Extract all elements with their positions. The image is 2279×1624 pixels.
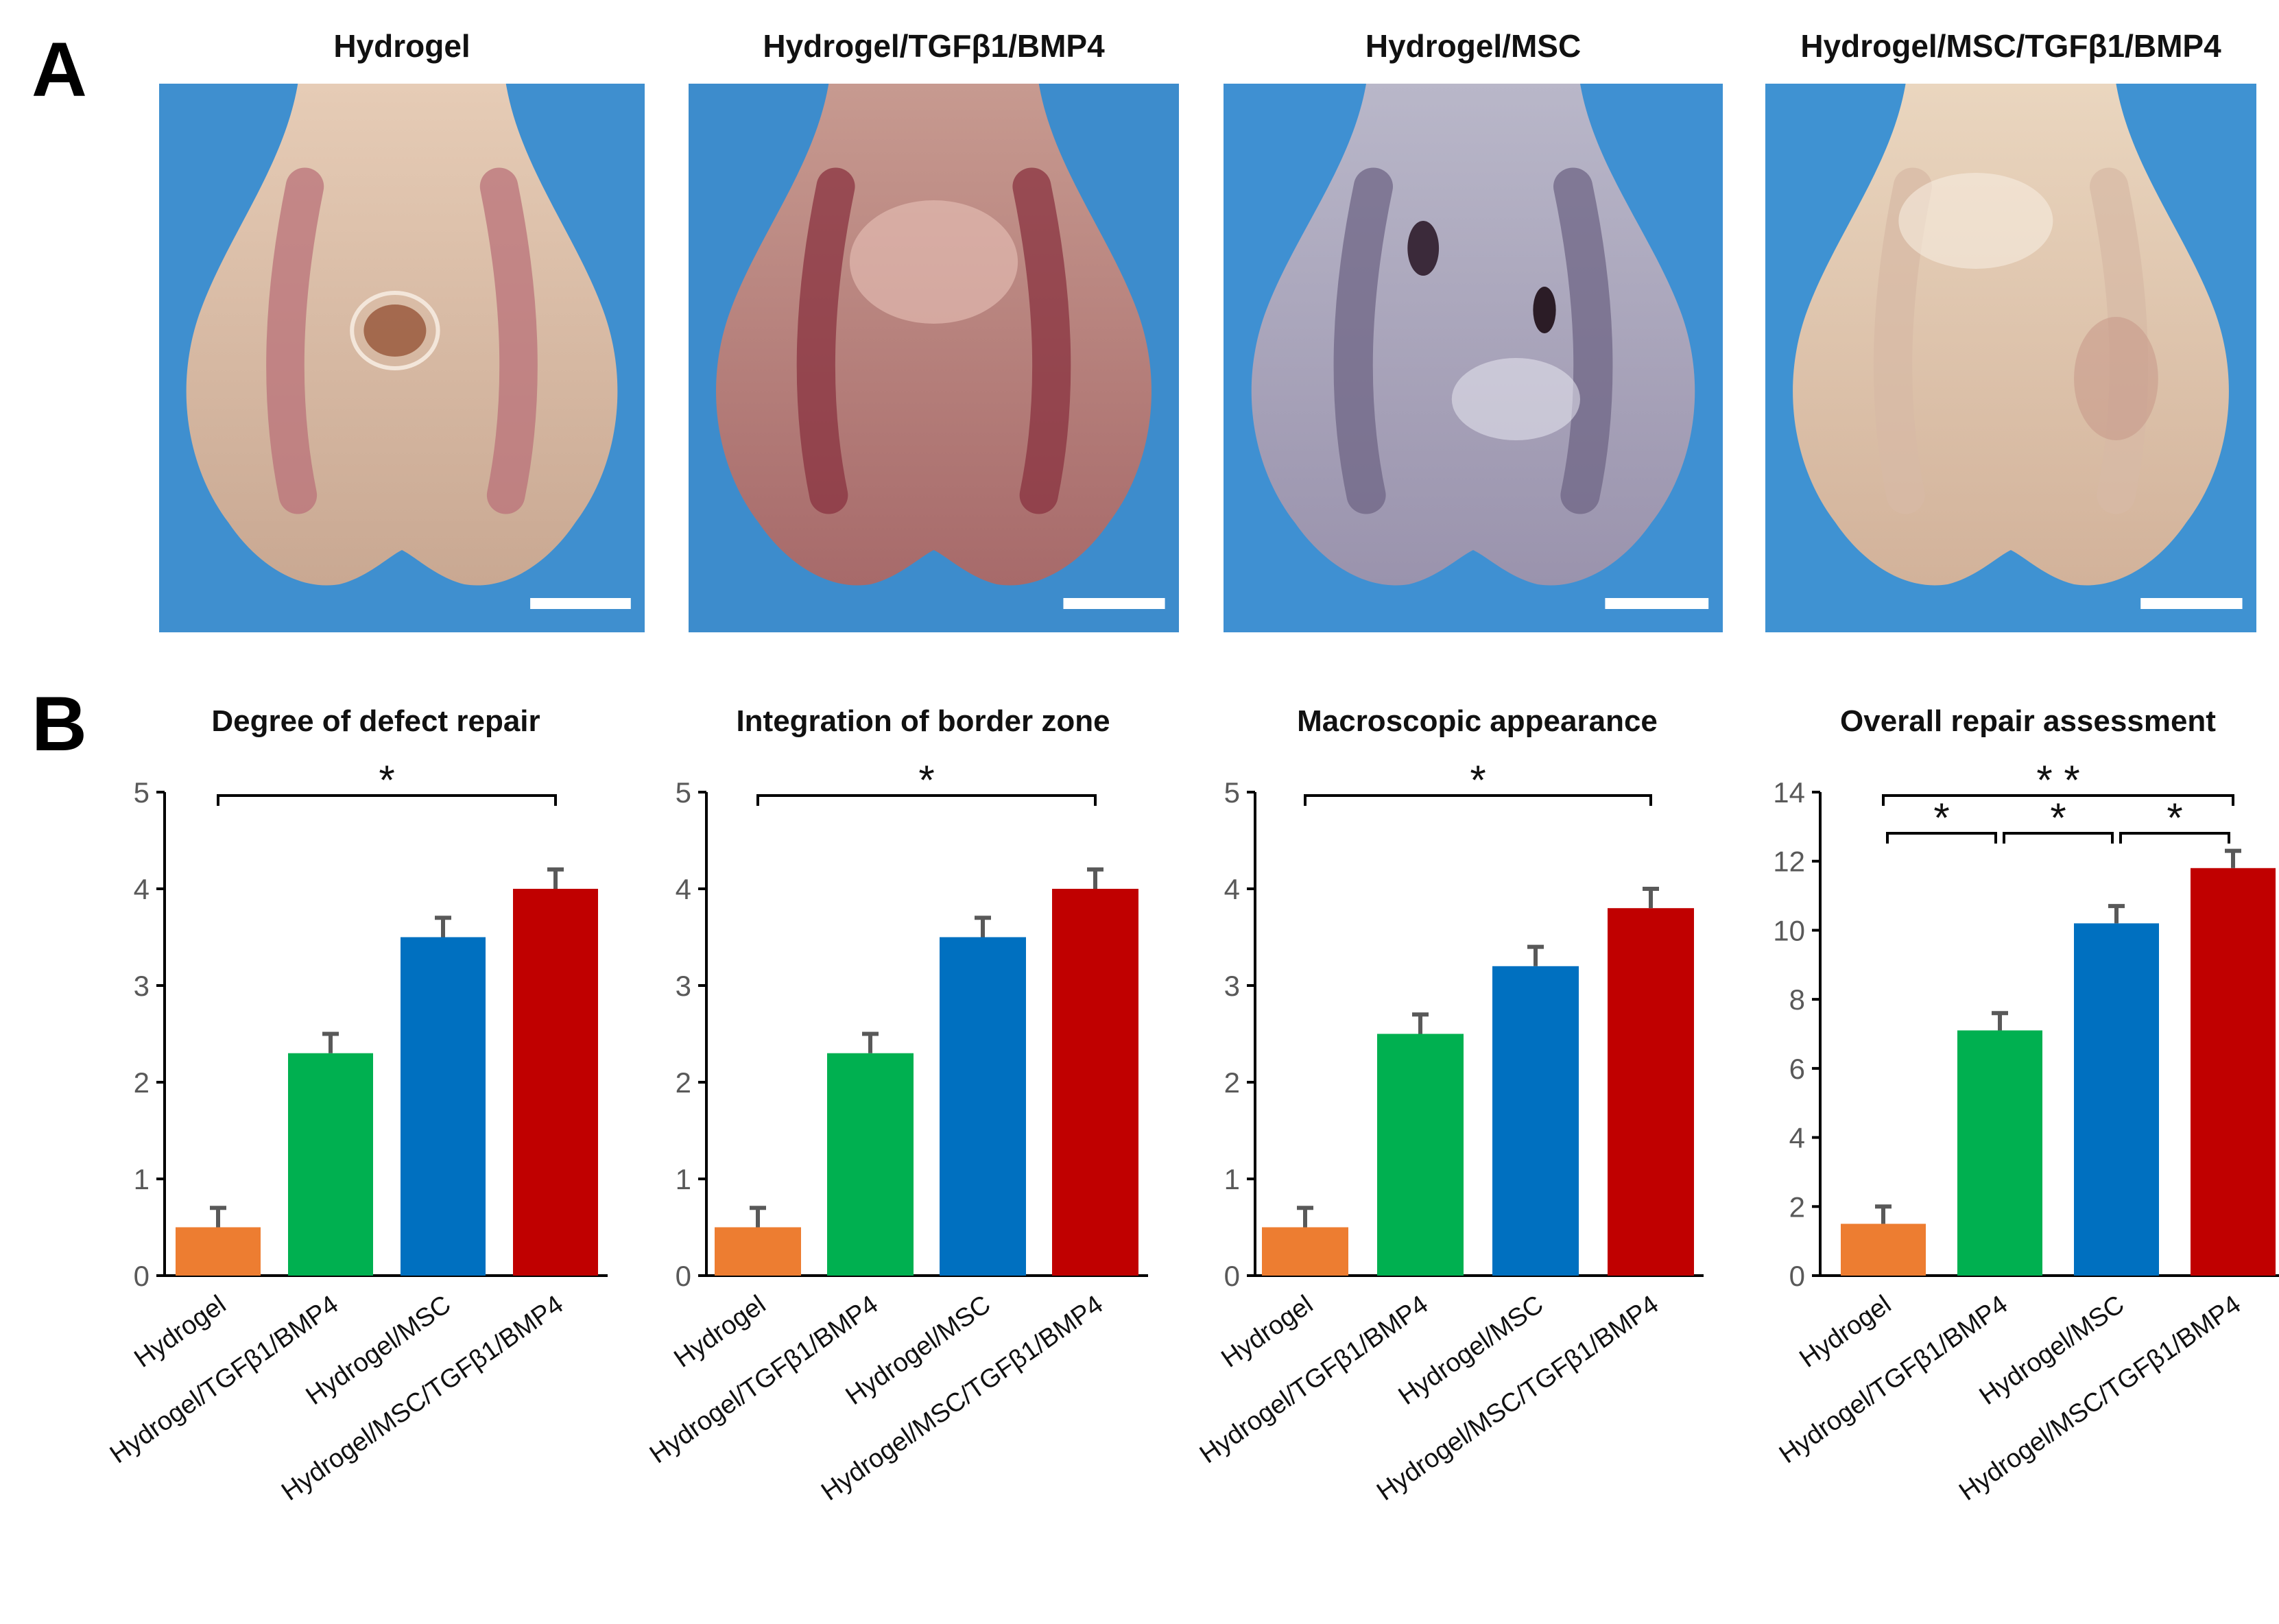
defect-mark: [2074, 317, 2158, 440]
y-tick-label: 1: [676, 1163, 691, 1195]
significance-label: *: [379, 757, 394, 803]
highlight: [1451, 358, 1580, 440]
highlight: [1898, 173, 2053, 269]
chart-title: Degree of defect repair: [211, 704, 540, 738]
y-tick-label: 2: [134, 1066, 150, 1099]
bar: [288, 1053, 373, 1276]
significance-bracket: [2003, 832, 2114, 844]
photo-hydrogel-msc: [1224, 84, 1723, 632]
chart-title: Integration of border zone: [736, 704, 1110, 738]
photo-hydrogel-tgfb1-bmp4: [689, 84, 1179, 632]
chart-title: Overall repair assessment: [1840, 704, 2216, 738]
scale-bar: [1063, 598, 1165, 609]
significance-bracket: [1882, 794, 2234, 806]
y-tick-label: 1: [1224, 1163, 1240, 1195]
y-tick-label: 3: [676, 970, 691, 1002]
y-tick-label: 4: [676, 873, 691, 905]
photo-hydrogel-msc-tgfb1-bmp4: [1765, 84, 2256, 632]
chart-3: Macroscopic appearance 0 1 2 3 4 5 HydrogelHydr…: [1195, 704, 1704, 1507]
right-groove: [1012, 167, 1071, 514]
y-tick-label: 0: [1224, 1260, 1240, 1292]
y-tick-label: 14: [1773, 776, 1805, 809]
scale-bar: [530, 598, 631, 609]
category-label: Hydrogel/TGFβ1/BMP4: [1195, 1290, 1433, 1469]
y-tick-label: 5: [676, 776, 691, 809]
y-tick-label: 0: [1789, 1260, 1805, 1292]
bar: [1608, 908, 1694, 1276]
bar: [1492, 966, 1579, 1276]
bar: [176, 1227, 261, 1276]
bar: [715, 1227, 801, 1276]
significance-label: *: [918, 757, 934, 803]
significance-bracket: [217, 794, 557, 806]
bar: [401, 937, 486, 1276]
significance-label: *: [2050, 795, 2066, 841]
y-tick-label: 5: [1224, 776, 1240, 809]
y-tick-label: 0: [676, 1260, 691, 1292]
category-label: Hydrogel: [669, 1290, 771, 1374]
category-label: Hydrogel: [1216, 1290, 1318, 1374]
photo-title-hydrogel-msc: Hydrogel/MSC: [1365, 28, 1582, 64]
highlight: [849, 200, 1018, 324]
y-tick-label: 3: [1224, 970, 1240, 1002]
category-label: Hydrogel: [129, 1290, 231, 1374]
y-tick-label: 8: [1789, 983, 1805, 1016]
photo-hydrogel: [159, 84, 645, 632]
y-tick-label: 4: [1789, 1122, 1805, 1154]
bar: [1957, 1030, 2042, 1276]
defect-mark: [1407, 221, 1440, 276]
chart-1: Degree of defect repair012345HydrogelHyd…: [105, 704, 608, 1507]
bar: [2191, 868, 2276, 1276]
bar: [2074, 923, 2159, 1276]
panel-b-label: B: [32, 681, 87, 767]
chart-2: Integration of border zone 0 1 2 3 4 5 Hydrogel…: [645, 704, 1148, 1507]
chart-4: Overall repair assessment 0 2 4 6 8 10 12 14 Hydr…: [1773, 704, 2279, 1507]
y-tick-label: 5: [134, 776, 150, 809]
significance-label: *: [1470, 757, 1485, 803]
y-tick-label: 4: [134, 873, 150, 905]
y-tick-label: 0: [134, 1260, 150, 1292]
y-tick-label: 2: [1789, 1191, 1805, 1223]
defect-mark: [1533, 287, 1556, 333]
bar: [1377, 1034, 1464, 1276]
panel-a-label: A: [32, 27, 87, 112]
significance-label: *: [1933, 795, 1949, 841]
significance-bracket: [756, 794, 1097, 806]
right-groove: [1553, 167, 1613, 514]
photo-title-hydrogel-tgfb1-bmp4: Hydrogel/TGFβ1/BMP4: [763, 28, 1105, 64]
category-label: Hydrogel: [1794, 1290, 1896, 1374]
scale-bar: [2140, 598, 2243, 609]
significance-bracket: [2119, 832, 2230, 844]
y-tick-label: 10: [1773, 914, 1805, 946]
right-groove: [479, 167, 538, 514]
y-tick-label: 3: [134, 970, 150, 1002]
defect-rim: [350, 291, 440, 370]
left-groove: [266, 167, 324, 514]
significance-label: *: [2167, 795, 2182, 841]
left-groove: [796, 167, 855, 514]
y-tick-label: 1: [134, 1163, 150, 1195]
defect-mark: [363, 304, 427, 357]
significance-bracket: [1886, 832, 1997, 844]
bar: [940, 937, 1026, 1276]
y-tick-label: 2: [1224, 1066, 1240, 1099]
significance-label: * *: [2036, 757, 2079, 803]
bar: [1262, 1227, 1348, 1276]
photo-title-hydrogel-msc-tgfb1-bmp4: Hydrogel/MSC/TGFβ1/BMP4: [1800, 28, 2221, 64]
photo-title-hydrogel: Hydrogel: [333, 28, 470, 64]
y-tick-label: 12: [1773, 846, 1805, 878]
category-label: Hydrogel/TGFβ1/BMP4: [1774, 1290, 2013, 1469]
left-groove: [1333, 167, 1393, 514]
scale-bar: [1605, 598, 1709, 609]
bar: [1841, 1223, 1926, 1276]
y-tick-label: 6: [1789, 1053, 1805, 1085]
bar: [513, 889, 598, 1276]
chart-title: Macroscopic appearance: [1297, 704, 1658, 738]
bar: [827, 1053, 914, 1276]
y-tick-label: 2: [676, 1066, 691, 1099]
y-tick-label: 4: [1224, 873, 1240, 905]
bar: [1052, 889, 1138, 1276]
significance-bracket: [1304, 794, 1652, 806]
